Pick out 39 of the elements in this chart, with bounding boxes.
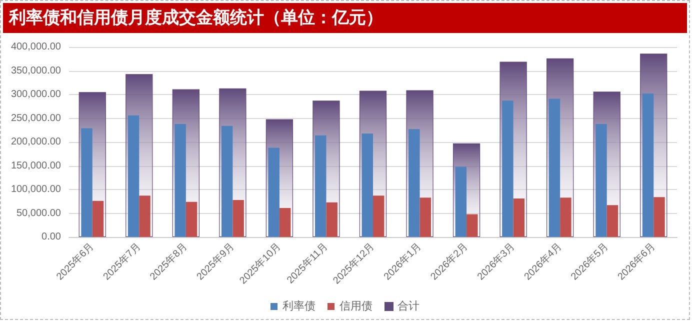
bar bbox=[268, 148, 280, 237]
y-tick-label: 50,000.00 bbox=[16, 208, 62, 219]
y-tick-label: 350,000.00 bbox=[10, 65, 62, 76]
bar bbox=[408, 129, 420, 237]
bar bbox=[513, 198, 525, 237]
bar bbox=[606, 205, 618, 237]
bar bbox=[186, 202, 198, 237]
bar bbox=[174, 124, 186, 237]
bar bbox=[362, 133, 373, 237]
y-tick-label: 200,000.00 bbox=[10, 136, 62, 148]
y-tick-label: 300,000.00 bbox=[10, 89, 62, 100]
bar bbox=[502, 100, 514, 237]
bar bbox=[315, 135, 326, 237]
bar bbox=[420, 198, 431, 237]
bar bbox=[232, 200, 244, 237]
bar bbox=[654, 197, 665, 237]
bar bbox=[139, 196, 150, 237]
bar bbox=[373, 196, 384, 237]
bar bbox=[81, 128, 92, 237]
y-tick-label: 400,000.00 bbox=[10, 42, 62, 52]
bar bbox=[221, 126, 233, 237]
bar bbox=[326, 202, 338, 237]
bar bbox=[560, 198, 572, 237]
bar bbox=[128, 115, 140, 237]
bar bbox=[455, 166, 467, 237]
legend-label: 信用债 bbox=[340, 300, 372, 312]
y-tick-label: 250,000.00 bbox=[10, 112, 62, 124]
y-tick-label: 0.00 bbox=[42, 232, 62, 242]
bar bbox=[279, 208, 291, 237]
bar bbox=[92, 200, 104, 237]
bar bbox=[596, 124, 607, 237]
legend-label: 利率债 bbox=[282, 300, 316, 312]
legend-label: 合计 bbox=[398, 300, 420, 312]
chart-title: 利率债和信用债月度成交金额统计（单位：亿元） bbox=[3, 3, 687, 33]
y-tick-label: 150,000.00 bbox=[10, 160, 62, 172]
bar bbox=[548, 98, 560, 237]
y-tick-label: 100,000.00 bbox=[10, 184, 62, 195]
bar bbox=[466, 214, 478, 237]
bar bbox=[642, 94, 654, 237]
